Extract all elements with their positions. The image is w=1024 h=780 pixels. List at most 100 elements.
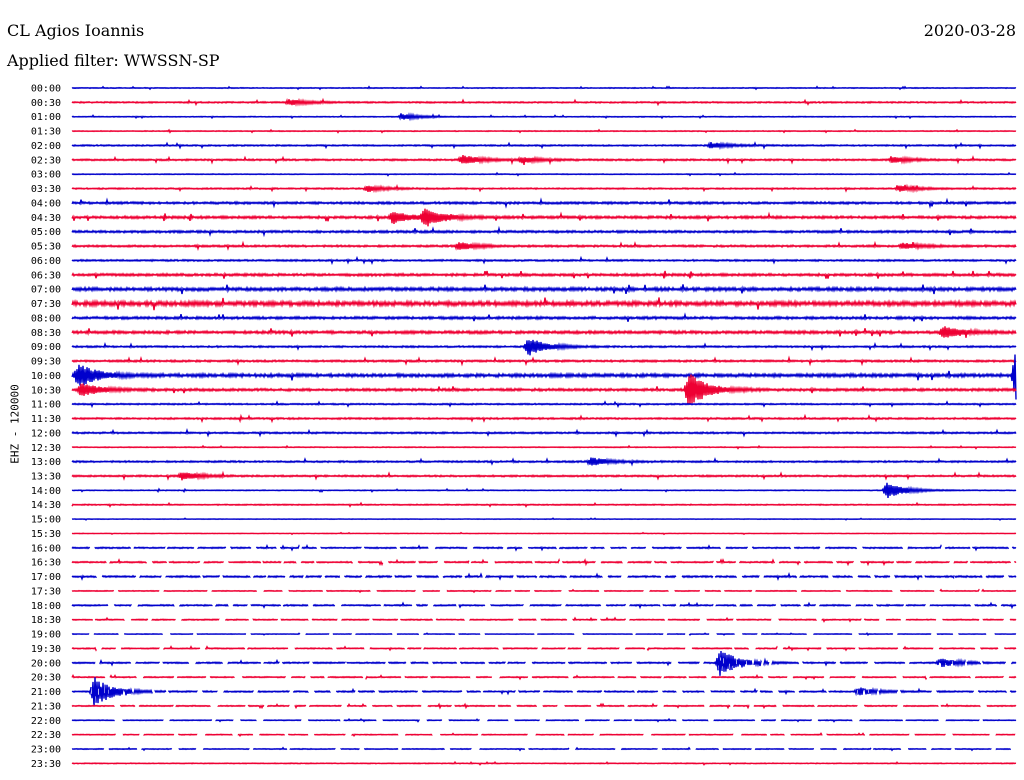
row-tick-label: 18:00 — [31, 601, 61, 612]
row-tick-label: 02:00 — [31, 141, 61, 152]
trace-row — [71, 571, 1017, 582]
trace-row — [71, 97, 1017, 107]
row-tick-label: 03:00 — [31, 170, 61, 181]
trace-row — [71, 154, 1017, 166]
row-tick-label: 01:30 — [31, 127, 61, 138]
trace-row — [71, 354, 1017, 400]
row-tick-label: 12:00 — [31, 428, 61, 439]
row-tick-label: 17:30 — [31, 586, 61, 597]
row-tick-label: 09:00 — [31, 342, 61, 353]
trace-row — [71, 702, 1017, 710]
filter-label: Applied filter: WWSSN-SP — [7, 51, 220, 70]
row-tick-label: 21:00 — [31, 687, 61, 698]
row-tick-label: 00:00 — [31, 84, 61, 95]
trace-row — [71, 225, 1017, 238]
date-label: 2020-03-28 — [923, 21, 1016, 40]
row-tick-label: 14:00 — [31, 486, 61, 497]
trace-row — [71, 171, 1017, 177]
row-tick-label: 07:30 — [31, 299, 61, 310]
trace-row — [71, 270, 1017, 279]
trace-row — [71, 183, 1017, 194]
trace-row — [71, 673, 1017, 681]
trace-row — [71, 501, 1017, 508]
row-tick-label: 15:30 — [31, 529, 61, 540]
trace-row — [71, 141, 1017, 150]
row-tick-label: 07:00 — [31, 285, 61, 296]
row-tick-label: 12:30 — [31, 443, 61, 454]
row-tick-label: 23:30 — [31, 759, 61, 770]
trace-row — [71, 297, 1017, 311]
row-tick-label: 14:30 — [31, 500, 61, 511]
trace-row — [71, 616, 1017, 623]
trace-row — [71, 284, 1017, 295]
row-tick-label: 15:00 — [31, 515, 61, 526]
trace-row — [71, 326, 1017, 338]
row-tick-label: 22:30 — [31, 730, 61, 741]
trace-row — [71, 427, 1017, 438]
row-tick-label: 06:00 — [31, 256, 61, 267]
trace-row — [71, 588, 1017, 594]
station-title: CL Agios Ioannis — [7, 21, 145, 40]
trace-row — [71, 208, 1017, 227]
row-tick-label: 23:00 — [31, 745, 61, 756]
row-tick-label: 19:00 — [31, 630, 61, 641]
trace-row — [71, 645, 1017, 652]
trace-row — [71, 601, 1017, 610]
row-tick-label: 20:00 — [31, 658, 61, 669]
trace-row — [71, 746, 1017, 752]
trace-row — [71, 240, 1017, 251]
row-tick-label: 22:00 — [31, 716, 61, 727]
row-tick-label: 02:30 — [31, 155, 61, 166]
trace-row — [71, 732, 1017, 737]
trace-row — [71, 374, 1017, 406]
row-tick-label: 11:30 — [31, 414, 61, 425]
trace-row — [71, 444, 1017, 450]
row-tick-label: 13:30 — [31, 471, 61, 482]
row-tick-label: 08:30 — [31, 328, 61, 339]
trace-row — [71, 531, 1017, 536]
trace-row — [71, 557, 1017, 567]
row-tick-label: 06:30 — [31, 270, 61, 281]
row-tick-label: 16:30 — [31, 558, 61, 569]
trace-row — [71, 517, 1017, 521]
trace-row — [71, 651, 1017, 676]
row-tick-label: 20:30 — [31, 673, 61, 684]
row-tick-label: 21:30 — [31, 701, 61, 712]
trace-row — [71, 543, 1017, 552]
trace-row — [71, 470, 1017, 481]
trace-row — [71, 312, 1017, 322]
row-tick-label: 19:30 — [31, 644, 61, 655]
trace-row — [71, 717, 1017, 723]
row-tick-label: 18:30 — [31, 615, 61, 626]
row-tick-label: 04:00 — [31, 198, 61, 209]
row-tick-label: 05:00 — [31, 227, 61, 238]
trace-row — [71, 339, 1017, 356]
trace-row — [71, 112, 1017, 122]
row-tick-label: 10:00 — [31, 371, 61, 382]
row-tick-label: 01:00 — [31, 112, 61, 123]
row-tick-label: 17:00 — [31, 572, 61, 583]
trace-row — [71, 677, 1017, 708]
row-tick-label: 16:00 — [31, 543, 61, 554]
row-tick-label: 08:00 — [31, 313, 61, 324]
trace-row — [71, 355, 1017, 367]
row-tick-label: 10:30 — [31, 385, 61, 396]
trace-row — [71, 632, 1017, 637]
row-tick-label: 00:30 — [31, 98, 61, 109]
trace-row — [71, 413, 1017, 424]
row-tick-label: 04:30 — [31, 213, 61, 224]
trace-row — [71, 197, 1017, 209]
trace-row — [71, 482, 1017, 499]
trace-row — [71, 128, 1017, 134]
trace-row — [71, 85, 1017, 91]
trace-row — [71, 760, 1017, 766]
row-tick-label: 03:30 — [31, 184, 61, 195]
row-tick-label: 05:30 — [31, 242, 61, 253]
row-tick-label: 13:00 — [31, 457, 61, 468]
trace-row — [71, 400, 1017, 409]
row-tick-label: 11:00 — [31, 400, 61, 411]
trace-row — [71, 457, 1017, 467]
trace-row — [71, 255, 1017, 266]
row-tick-label: 09:30 — [31, 357, 61, 368]
